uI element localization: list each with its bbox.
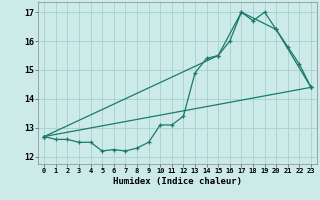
X-axis label: Humidex (Indice chaleur): Humidex (Indice chaleur) <box>113 177 242 186</box>
